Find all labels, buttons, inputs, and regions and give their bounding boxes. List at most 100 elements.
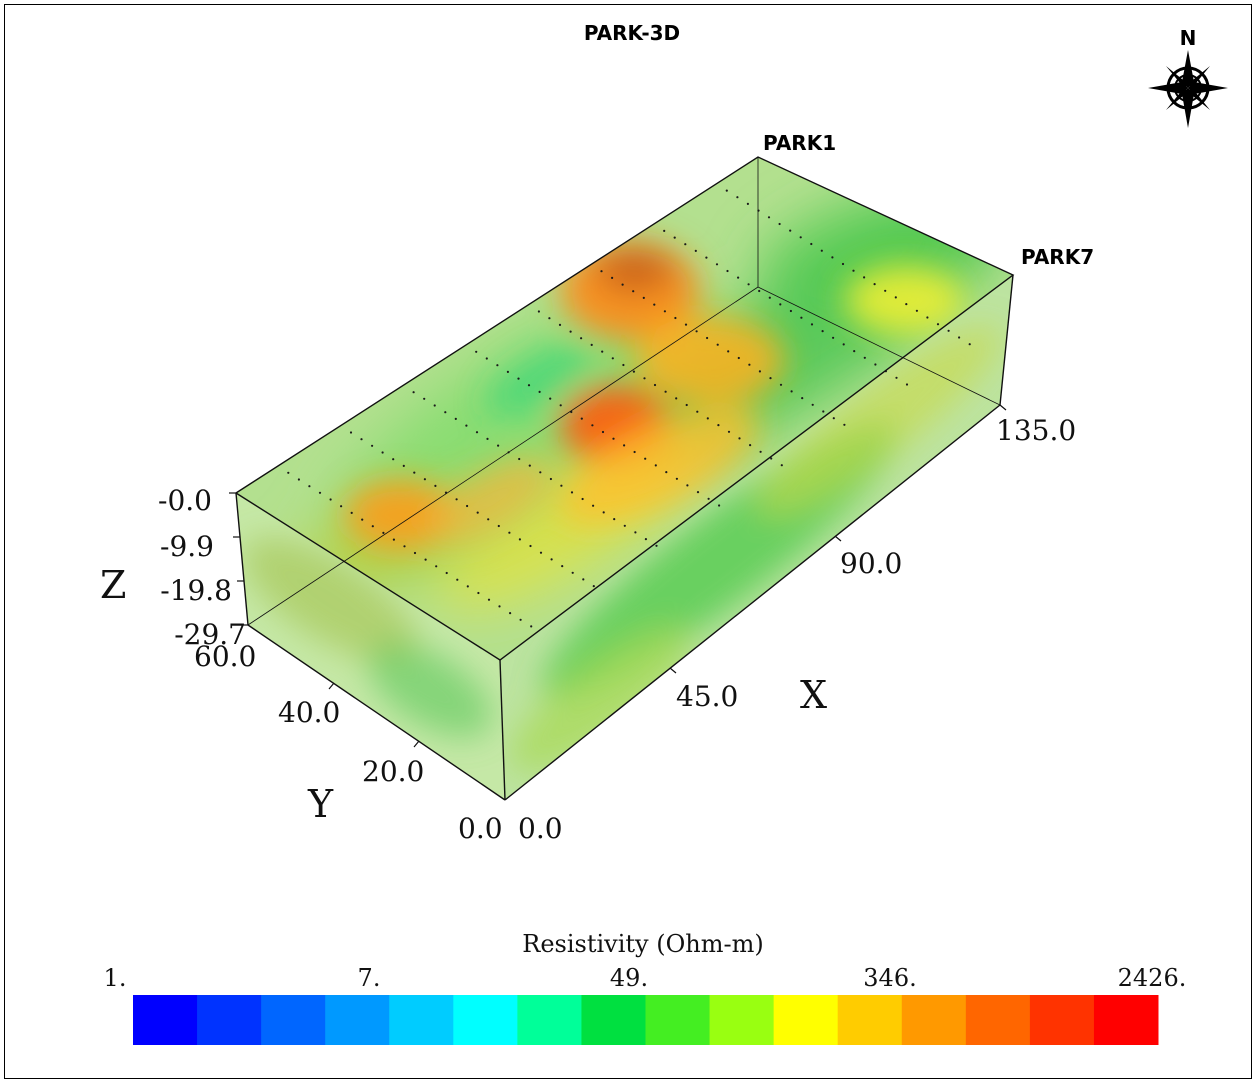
electrode-dot	[382, 531, 385, 535]
electrode-dot	[402, 464, 405, 467]
electrode-dot	[686, 484, 689, 487]
electrode-dot	[392, 538, 395, 541]
electrode-dot	[433, 404, 436, 407]
electrode-dot	[821, 330, 824, 333]
colorbar-label: 7.	[358, 964, 381, 992]
electrode-dot	[779, 303, 782, 306]
electrode-dot	[423, 397, 426, 400]
electrode-grid	[287, 189, 971, 628]
electrode-dot	[632, 370, 636, 373]
electrode-dot	[675, 477, 679, 480]
electrode-dot	[674, 316, 677, 320]
electrode-dot	[717, 424, 720, 427]
colorbar-swatch	[901, 995, 967, 1045]
y-tick-label: 60.0	[194, 640, 256, 673]
electrode-dot	[445, 571, 448, 575]
electrode-dot	[485, 357, 488, 360]
z-tick-label: -0.0	[158, 484, 212, 517]
electrode-dot	[455, 498, 458, 501]
electrode-dot	[466, 504, 469, 508]
y-tick-label: 40.0	[278, 696, 340, 729]
electrode-dot	[905, 303, 908, 306]
electrode-dot	[831, 256, 834, 259]
colorbar-swatch	[645, 995, 711, 1045]
figure-frame	[4, 4, 1252, 1079]
electrode-dot	[519, 618, 522, 621]
electrode-dot	[727, 350, 730, 353]
electrode-dot	[456, 578, 459, 581]
electrode-dot	[810, 242, 813, 246]
electrode-dot	[601, 430, 605, 434]
electrode-dot	[665, 471, 668, 474]
electrode-dot	[769, 377, 772, 380]
x-tick-label: 0.0	[518, 812, 563, 845]
electrode-dot	[811, 403, 814, 406]
colorbar-swatch	[773, 995, 839, 1045]
electrode-dot	[779, 383, 783, 386]
electrode-dot	[820, 249, 823, 252]
electrode-dot	[685, 403, 688, 407]
electrode-dot	[874, 363, 877, 366]
electrode-dot	[466, 585, 469, 588]
y-axis-title: Y	[307, 782, 334, 826]
electrode-dot	[549, 477, 553, 481]
electrode-dot	[623, 444, 626, 447]
electrode-dot	[842, 343, 845, 346]
electrode-dot	[527, 384, 531, 387]
electrode-dot	[602, 511, 605, 514]
electrode-dot	[778, 222, 781, 226]
electrode-dot	[633, 450, 636, 454]
electrode-dot	[590, 343, 593, 346]
electrode-dot	[726, 269, 729, 273]
electrode-dot	[770, 457, 773, 460]
colorbar-label: 2426.	[1118, 964, 1187, 992]
electrode-dot	[706, 417, 709, 420]
electrode-dot	[747, 283, 750, 286]
electrode-dot	[350, 511, 353, 514]
electrode-dot	[580, 417, 583, 420]
electrode-dot	[748, 363, 751, 366]
electrode-dot	[642, 296, 645, 299]
x-tick-label: 45.0	[676, 680, 738, 713]
electrode-dot	[696, 491, 700, 494]
electrode-dot	[738, 437, 741, 440]
electrode-dot	[789, 229, 792, 232]
electrode-dot	[684, 243, 687, 246]
electrode-dot	[506, 370, 509, 373]
colorbar-title: Resistivity (Ohm-m)	[522, 930, 763, 958]
electrode-dot	[694, 249, 697, 252]
colorbar-swatch	[517, 995, 582, 1045]
x-tick-label: 135.0	[996, 414, 1076, 447]
electrode-dot	[758, 370, 762, 373]
electrode-dot	[539, 471, 542, 474]
electrode-dot	[340, 505, 343, 508]
electrode-dot	[905, 383, 909, 386]
electrode-dot	[767, 216, 771, 219]
electrode-dot	[412, 391, 415, 394]
electrode-dot	[736, 196, 739, 199]
electrode-dot	[843, 423, 846, 426]
electrode-dot	[569, 330, 572, 333]
electrode-dot	[884, 289, 887, 292]
electrode-dot	[529, 544, 532, 548]
electrode-dot	[611, 276, 614, 279]
electrode-dot	[621, 283, 624, 286]
colorbar-swatch	[325, 995, 390, 1045]
electrode-dot	[758, 289, 761, 293]
electrode-dot	[381, 451, 384, 454]
z-tick-label: -9.9	[160, 530, 214, 563]
electrode-dot	[653, 303, 656, 306]
electrode-dot	[696, 410, 699, 413]
north-label: N	[1180, 26, 1197, 50]
electrode-dot	[570, 491, 574, 494]
electrode-dot	[673, 236, 676, 239]
electrode-dot	[622, 363, 625, 367]
electrode-dot	[371, 525, 374, 528]
colorbar-swatch	[1093, 995, 1159, 1045]
electrode-dot	[612, 437, 615, 440]
colorbar-swatch	[389, 995, 454, 1045]
electrode-dot	[644, 538, 648, 541]
electrode-dot	[371, 444, 374, 447]
electrode-dot	[297, 478, 300, 481]
